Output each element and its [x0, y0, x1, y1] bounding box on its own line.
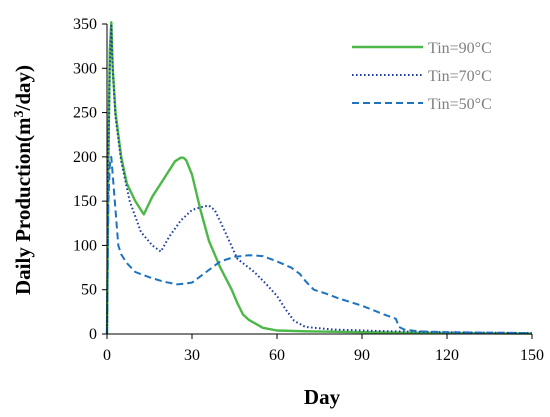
- x-tick-label: 120: [435, 347, 459, 364]
- x-axis-title: Day: [304, 385, 341, 409]
- y-axis-title-tail: /day): [11, 65, 35, 112]
- plot-area: [105, 21, 533, 335]
- y-tick-label: 50: [81, 282, 97, 299]
- x-tick-label: 60: [269, 347, 285, 364]
- x-tick-label: 30: [184, 347, 200, 364]
- x-tick-label: 90: [354, 347, 370, 364]
- legend-label-3: Tin=50°C: [428, 96, 492, 113]
- y-tick-label: 350: [73, 16, 97, 33]
- series-line-1: [105, 21, 533, 335]
- y-axis-title: Daily Production(m3/day): [11, 65, 35, 295]
- y-axis-title-superscript: 3: [12, 110, 27, 117]
- y-tick-label: 0: [89, 326, 97, 343]
- legend: Tin=90°C Tin=70°C Tin=50°C: [352, 40, 492, 113]
- x-axis-ticks: 0 30 60 90 120 150: [103, 334, 544, 364]
- legend-label-1: Tin=90°C: [428, 40, 492, 57]
- y-axis-title-main: Daily Production(m: [11, 117, 35, 295]
- x-tick-label: 0: [103, 347, 111, 364]
- y-tick-label: 250: [73, 105, 97, 122]
- legend-label-2: Tin=70°C: [428, 68, 492, 85]
- y-tick-label: 300: [73, 60, 97, 77]
- y-tick-label: 200: [73, 149, 97, 166]
- y-axis-ticks: 0 50 100 150 200 250 300 350: [73, 16, 107, 343]
- x-tick-label: 150: [520, 347, 544, 364]
- series-line-3: [106, 155, 533, 335]
- y-tick-label: 150: [73, 193, 97, 210]
- axes: 0 50 100 150 200 250 300 350 0 30 60 90 120 150: [73, 16, 544, 364]
- y-tick-label: 100: [73, 237, 97, 254]
